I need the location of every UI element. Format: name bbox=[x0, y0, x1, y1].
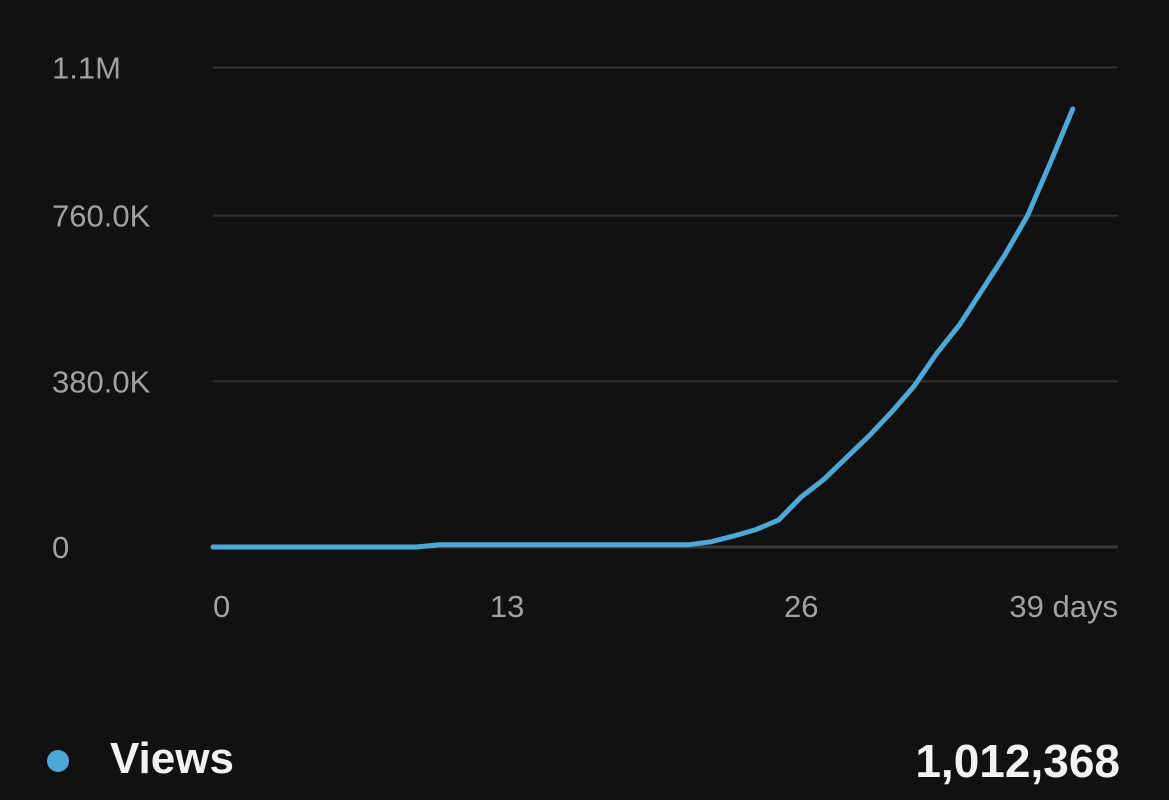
views-legend-label: Views bbox=[110, 734, 234, 783]
x-tick-label: 26 bbox=[784, 589, 818, 624]
grid-layer bbox=[213, 66, 1118, 549]
y-tick-label: 1.1M bbox=[52, 50, 121, 85]
legend: Views 1,012,368 bbox=[0, 720, 1169, 800]
views-total-count: 1,012,368 bbox=[915, 735, 1120, 787]
x-tick-label: 13 bbox=[490, 589, 524, 624]
series-layer bbox=[210, 106, 1076, 550]
views-legend-dot bbox=[47, 750, 69, 772]
y-tick-label: 760.0K bbox=[52, 199, 151, 234]
y-axis: 0 380.0K 760.0K 1.1M bbox=[52, 50, 151, 565]
y-tick-label: 380.0K bbox=[52, 364, 151, 399]
views-line-chart: 0 380.0K 760.0K 1.1M 0 13 26 39 days bbox=[52, 50, 1118, 624]
views-series-line bbox=[210, 106, 1076, 550]
x-tick-label: 0 bbox=[213, 589, 230, 624]
x-axis: 0 13 26 39 days bbox=[213, 589, 1118, 624]
y-tick-label: 0 bbox=[52, 530, 69, 565]
x-tick-label: 39 days bbox=[1009, 589, 1118, 624]
